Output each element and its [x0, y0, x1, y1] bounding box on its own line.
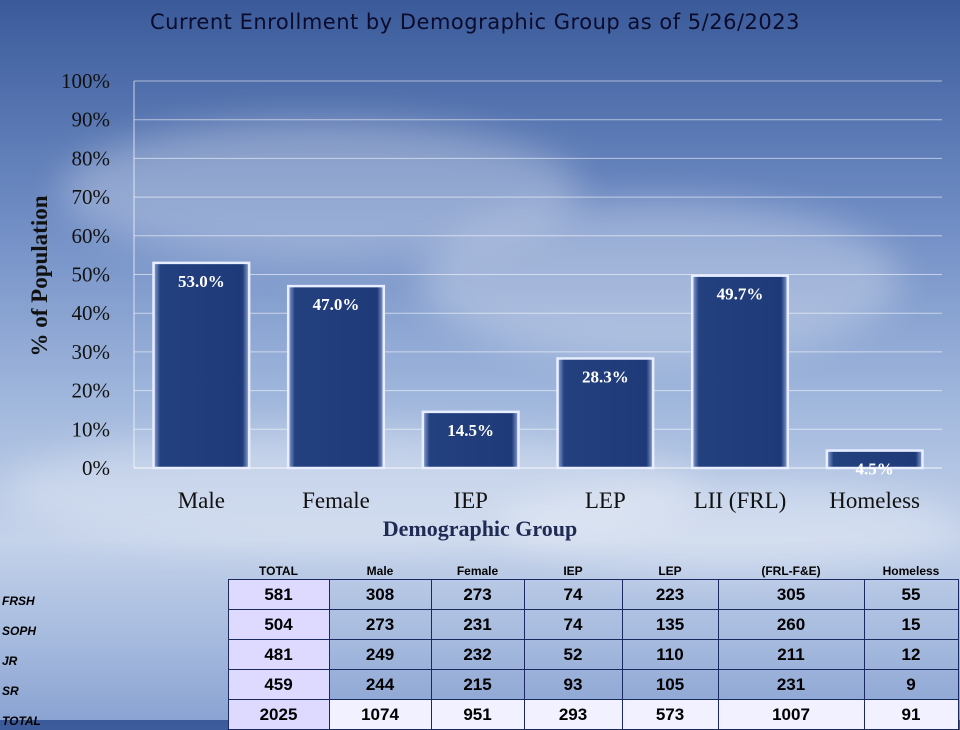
- table-header: TOTAL: [259, 563, 298, 578]
- y-tick-label: 0%: [82, 456, 110, 480]
- table-cell: 105: [621, 669, 719, 700]
- table-cell: 581: [227, 579, 330, 610]
- table-cell: 93: [523, 669, 623, 700]
- table-cell: 459: [227, 669, 330, 700]
- table-header-row: TOTAL Male Female IEP LEP (FRL-F&E) Home…: [0, 562, 958, 580]
- table-cell: 232: [430, 639, 525, 670]
- tick-labels: 0% 10% 20% 30% 40% 50% 60% 70% 80% 90% 100% 53.0% Ma…: [27, 69, 920, 541]
- table-row: JR 481 249 232 52 110 211 12: [0, 639, 959, 670]
- x-axis-title: Demographic Group: [383, 516, 578, 541]
- table-header: Male: [366, 563, 394, 578]
- table-cell: 504: [227, 609, 330, 640]
- x-tick-label: LEP: [585, 488, 626, 513]
- bar-female: [286, 284, 386, 470]
- row-label: SR: [2, 683, 19, 698]
- table-row: SOPH 504 273 231 74 135 260 15: [0, 609, 959, 640]
- table-cell: 244: [328, 669, 432, 700]
- y-tick-label: 70%: [72, 185, 111, 209]
- data-label: 53.0%: [178, 272, 225, 291]
- table-cell: 1007: [717, 699, 865, 730]
- table-cell: 573: [621, 699, 719, 730]
- x-tick-label: Homeless: [829, 488, 920, 513]
- table-cell: 293: [523, 699, 623, 730]
- y-tick-label: 40%: [72, 301, 111, 325]
- table-header: Homeless: [882, 563, 940, 578]
- table-cell: 74: [523, 609, 623, 640]
- table-cell: 481: [227, 639, 330, 670]
- background-cloud: [420, 200, 900, 360]
- bar-lii-frl: [690, 274, 790, 470]
- table-cell: 273: [430, 579, 525, 610]
- table-row: SR 459 244 215 93 105 231 9: [0, 669, 959, 700]
- table-total-row: TOTAL 2025 1074 951 293 573 1007 91: [0, 699, 959, 730]
- table-cell: 12: [863, 639, 959, 670]
- table-cell: 74: [523, 579, 623, 610]
- y-tick-label: 80%: [72, 146, 111, 170]
- table-cell: 91: [863, 699, 959, 730]
- data-label: 49.7%: [717, 285, 764, 304]
- table-cell: 55: [863, 579, 959, 610]
- table-header: Female: [456, 563, 499, 578]
- table-cell: 260: [717, 609, 865, 640]
- y-tick-label: 20%: [72, 379, 111, 403]
- table-header: LEP: [658, 563, 682, 578]
- enrollment-table: TOTAL Male Female IEP LEP (FRL-F&E) Home…: [0, 562, 959, 730]
- y-tick-label: 90%: [72, 108, 111, 132]
- table-cell: 308: [328, 579, 432, 610]
- table-cell: 135: [621, 609, 719, 640]
- table-corner: [0, 562, 228, 580]
- bar-iep: [421, 410, 520, 470]
- table-cell: 223: [621, 579, 719, 610]
- gridlines: [134, 80, 942, 430]
- x-tick-label: IEP: [453, 488, 488, 513]
- bar-male: [152, 261, 251, 470]
- background-cloud: [500, 480, 960, 570]
- x-tick-label: LII (FRL): [694, 488, 787, 513]
- bar-lep: [556, 357, 655, 470]
- x-tick-label: Male: [178, 488, 225, 513]
- y-tick-label: 100%: [61, 69, 110, 93]
- table-row: FRSH 581 308 273 74 223 305 55: [0, 579, 959, 610]
- data-label: 14.5%: [447, 421, 494, 440]
- table-header: IEP: [563, 563, 583, 578]
- table-cell: 215: [430, 669, 525, 700]
- row-label: JR: [2, 653, 18, 668]
- row-label: TOTAL: [2, 713, 41, 728]
- table-cell: 2025: [227, 699, 330, 730]
- data-label: 4.5%: [856, 460, 894, 479]
- bar-homeless: [825, 449, 924, 470]
- table-cell: 15: [863, 609, 959, 640]
- y-tick-label: 10%: [72, 417, 111, 441]
- row-label: SOPH: [2, 623, 37, 638]
- y-tick-label: 60%: [72, 224, 111, 248]
- table-cell: 231: [430, 609, 525, 640]
- y-tick-label: 50%: [72, 263, 111, 287]
- bar-chart: 0% 10% 20% 30% 40% 50% 60% 70% 80% 90% 100% 53.0% Ma…: [27, 69, 942, 541]
- table-cell: 231: [717, 669, 865, 700]
- table-cell: 9: [863, 669, 959, 700]
- table-cell: 1074: [328, 699, 432, 730]
- table-cell: 211: [717, 639, 865, 670]
- axes: [133, 81, 942, 469]
- table-cell: 273: [328, 609, 432, 640]
- table-cell: 249: [328, 639, 432, 670]
- data-label: 28.3%: [582, 367, 629, 386]
- x-tick-label: Female: [302, 488, 370, 513]
- data-label: 47.0%: [313, 295, 360, 314]
- bars: [152, 261, 924, 470]
- table-cell: 52: [523, 639, 623, 670]
- row-label: FRSH: [2, 593, 35, 608]
- background-cloud: [60, 120, 580, 260]
- chart-title: Current Enrollment by Demographic Group …: [150, 10, 800, 34]
- table-cell: 110: [621, 639, 719, 670]
- table-cell: 951: [430, 699, 525, 730]
- table-header: (FRL-F&E): [761, 563, 821, 578]
- y-axis-title: % of Population: [27, 195, 52, 356]
- y-tick-label: 30%: [72, 340, 111, 364]
- table-cell: 305: [717, 579, 865, 610]
